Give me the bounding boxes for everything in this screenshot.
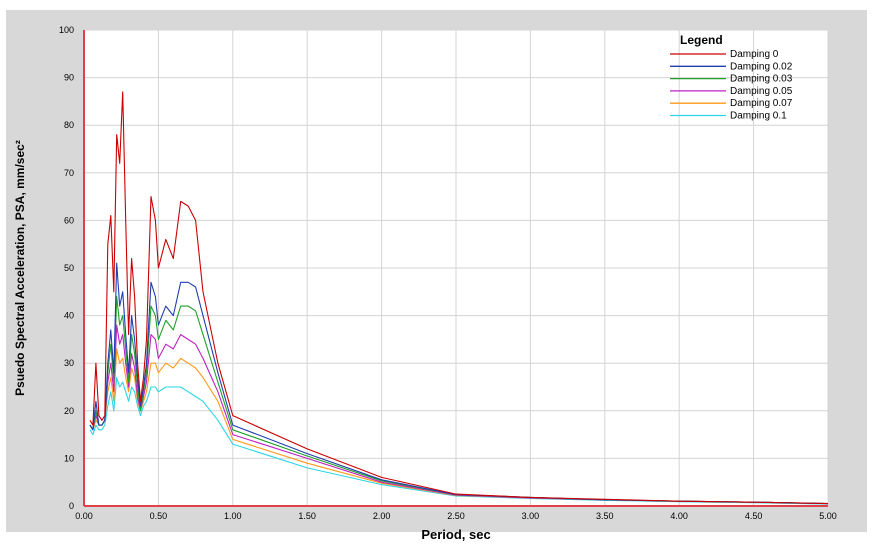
x-axis-title: Period, sec <box>421 527 490 541</box>
y-tick-label: 70 <box>64 168 74 178</box>
x-tick-label: 5.00 <box>819 511 837 521</box>
legend-entry: Damping 0 <box>730 49 779 60</box>
x-tick-label: 0.00 <box>75 511 93 521</box>
x-tick-label: 3.50 <box>596 511 614 521</box>
y-tick-label: 40 <box>64 311 74 321</box>
series-line-1 <box>89 262 829 505</box>
x-tick-label: 0.50 <box>150 511 168 521</box>
legend-entry: Damping 0.07 <box>730 98 793 109</box>
y-tick-label: 100 <box>59 25 74 35</box>
x-tick-label: 4.00 <box>670 511 688 521</box>
series-line-3 <box>89 324 829 505</box>
legend-entry: Damping 0.02 <box>730 61 793 72</box>
x-tick-label: 2.00 <box>373 511 391 521</box>
x-tick-label: 1.50 <box>298 511 316 521</box>
series-line-5 <box>89 376 829 505</box>
y-tick-label: 20 <box>64 406 74 416</box>
series-line-0 <box>89 91 829 505</box>
gridlines <box>83 29 829 507</box>
legend-entry: Damping 0.1 <box>730 111 787 122</box>
series-lines <box>89 91 829 505</box>
legend-entry: Damping 0.05 <box>730 86 793 97</box>
y-tick-label: 80 <box>64 120 74 130</box>
y-tick-label: 60 <box>64 215 74 225</box>
legend-title: Legend <box>680 33 723 47</box>
y-tick-label: 0 <box>69 501 74 511</box>
x-tick-label: 1.00 <box>224 511 242 521</box>
tick-labels: 0.00 0.50 1.00 1.50 2.00 2.50 3.00 3.50 4.00 4.50… <box>59 25 837 521</box>
y-tick-label: 30 <box>64 358 74 368</box>
x-tick-label: 2.50 <box>447 511 465 521</box>
series-line-4 <box>89 348 829 505</box>
y-tick-label: 90 <box>64 73 74 83</box>
y-tick-label: 50 <box>64 263 74 273</box>
x-tick-label: 3.00 <box>522 511 540 521</box>
series-line-2 <box>89 296 829 505</box>
y-tick-label: 10 <box>64 453 74 463</box>
axes <box>83 30 828 507</box>
legend-entry: Damping 0.03 <box>730 74 793 85</box>
x-tick-label: 4.50 <box>745 511 763 521</box>
y-axis-title: Psuedo Spectral Acceleration, PSA, mm/se… <box>13 140 27 396</box>
